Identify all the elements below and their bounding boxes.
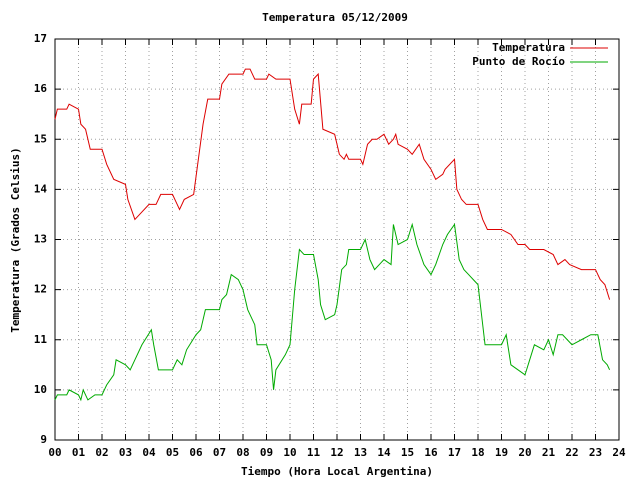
x-axis-label: Tiempo (Hora Local Argentina) xyxy=(241,465,433,478)
x-tick-label: 00 xyxy=(48,446,61,459)
x-tick-label: 23 xyxy=(589,446,602,459)
x-tick-label: 20 xyxy=(518,446,531,459)
x-tick-label: 09 xyxy=(260,446,273,459)
x-tick-label: 22 xyxy=(565,446,578,459)
x-tick-label: 06 xyxy=(189,446,203,459)
chart-title: Temperatura 05/12/2009 xyxy=(262,11,408,24)
x-tick-label: 03 xyxy=(119,446,132,459)
x-tick-label: 08 xyxy=(236,446,249,459)
y-tick-label: 11 xyxy=(34,333,48,346)
x-tick-label: 01 xyxy=(72,446,86,459)
series-line xyxy=(54,222,611,402)
x-tick-label: 16 xyxy=(424,446,438,459)
x-tick-label: 11 xyxy=(307,446,321,459)
x-tick-label: 17 xyxy=(448,446,461,459)
x-tick-label: 02 xyxy=(95,446,108,459)
y-tick-label: 17 xyxy=(34,32,47,45)
y-tick-label: 10 xyxy=(34,383,47,396)
x-tick-label: 05 xyxy=(166,446,179,459)
x-tick-label: 15 xyxy=(401,446,414,459)
x-tick-label: 18 xyxy=(471,446,484,459)
y-tick-label: 14 xyxy=(34,182,48,195)
y-tick-label: 16 xyxy=(34,82,48,95)
y-tick-label: 12 xyxy=(34,283,47,296)
x-tick-label: 10 xyxy=(283,446,296,459)
x-tick-label: 13 xyxy=(354,446,367,459)
legend-label: Temperatura xyxy=(492,41,565,54)
y-tick-label: 13 xyxy=(34,233,47,246)
y-tick-label: 9 xyxy=(40,433,47,446)
x-tick-label: 07 xyxy=(213,446,226,459)
y-tick-label: 15 xyxy=(34,132,47,145)
x-tick-label: 21 xyxy=(542,446,556,459)
x-tick-label: 04 xyxy=(142,446,156,459)
x-tick-label: 14 xyxy=(377,446,391,459)
y-axis-label: Temperatura (Grados Celsius) xyxy=(9,147,22,332)
x-tick-label: 12 xyxy=(330,446,343,459)
x-tick-label: 19 xyxy=(495,446,508,459)
legend-label: Punto de Rocío xyxy=(472,55,565,68)
plot-frame xyxy=(54,38,620,441)
x-tick-label: 24 xyxy=(612,446,626,459)
series-line xyxy=(54,68,611,300)
